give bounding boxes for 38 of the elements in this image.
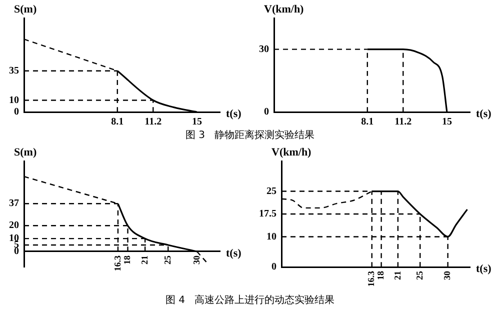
y-tick-label: 37 <box>9 198 19 210</box>
x-tick-label: 30 <box>442 270 452 280</box>
x-tick-label: 15 <box>192 116 202 128</box>
y-tick-label: 0 <box>14 106 19 118</box>
x-tick-label: 8.1 <box>361 116 374 128</box>
x-tick-label: 21 <box>392 270 402 280</box>
y-tick-label: 10 <box>9 94 19 106</box>
y-tick-label: 0 <box>264 106 269 118</box>
x-tick-label: 16.3 <box>112 254 122 272</box>
y-tick-label: 30 <box>259 44 269 55</box>
y-tick-label: 0 <box>14 246 19 258</box>
y-axis-title: S(m) <box>14 146 37 158</box>
x-tick-label: 25 <box>414 270 424 280</box>
caption: 图 3 静物距离探测实验结果 <box>185 130 315 141</box>
y-tick-label: 0 <box>272 262 276 273</box>
x-tick-label: 18 <box>376 270 386 280</box>
y-tick-label: 25 <box>266 186 276 197</box>
y-tick-label: 35 <box>9 65 19 76</box>
y-tick-label: 10 <box>266 231 276 242</box>
x-axis-title: t(s) <box>226 108 242 120</box>
x-axis-title: t(s) <box>476 108 492 120</box>
x-axis-title: t(s) <box>226 247 242 260</box>
y-axis-title: V(km/h) <box>272 146 312 158</box>
y-axis-title: S(m) <box>14 3 37 16</box>
y-axis-title: V(km/h) <box>264 3 304 16</box>
x-tick-label: 8.1 <box>111 116 124 128</box>
x-tick-label: 11.2 <box>144 116 162 128</box>
x-tick-label: 11.2 <box>394 116 412 128</box>
x-tick-label: 18 <box>122 254 132 264</box>
caption: 图 4 高速公路上进行的动态实验结果 <box>165 295 335 306</box>
x-tick-label: 25 <box>162 254 172 264</box>
x-tick-label: 21 <box>139 254 150 264</box>
x-tick-label: 30 <box>191 254 202 264</box>
y-tick-label: 20 <box>9 220 19 232</box>
x-axis-title: t(s) <box>476 262 492 275</box>
y-tick-label: 17.5 <box>259 208 276 220</box>
x-tick-label: 16.3 <box>366 270 376 287</box>
x-tick-label: 15 <box>442 116 452 128</box>
